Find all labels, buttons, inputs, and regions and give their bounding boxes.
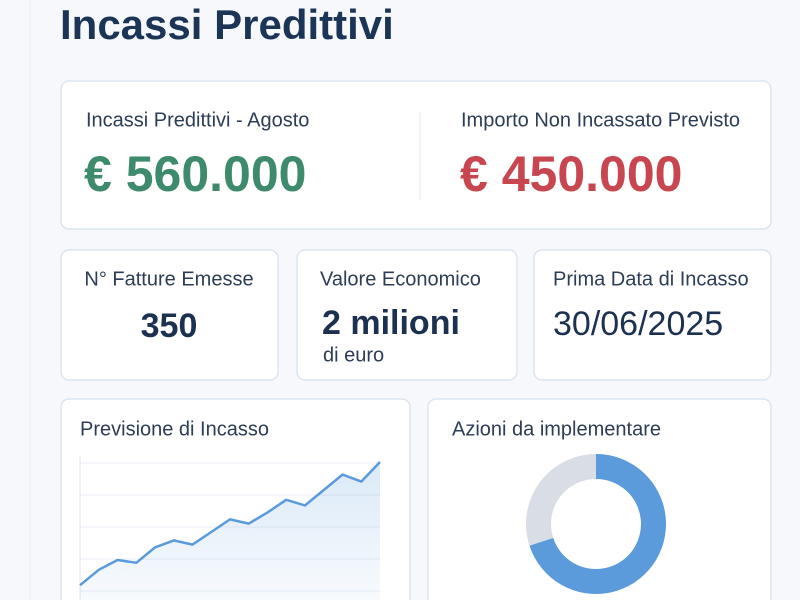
kpi-card xyxy=(60,249,279,381)
kpi-label: Prima Data di Incasso xyxy=(553,268,749,290)
summary-label: Importo Non Incassato Previsto xyxy=(461,109,740,131)
kpi-card xyxy=(533,249,772,381)
kpi-value: 2 milioni xyxy=(322,304,460,342)
kpi-label: Valore Economico xyxy=(320,268,481,290)
donut-slice xyxy=(529,454,667,594)
chart-panel xyxy=(427,398,772,600)
kpi-value: 350 xyxy=(141,307,198,345)
summary-value: € 450.000 xyxy=(460,146,682,202)
kpi-card xyxy=(296,249,518,381)
chart-title: Previsione di Incasso xyxy=(80,418,269,440)
summary-value: € 560.000 xyxy=(84,146,306,202)
kpi-label: N° Fatture Emesse xyxy=(84,268,253,290)
summary-label: Incassi Predittivi - Agosto xyxy=(86,109,309,131)
chart-title: Azioni da implementare xyxy=(452,418,661,440)
summary-card xyxy=(60,80,772,230)
line xyxy=(79,461,381,587)
donut-slice xyxy=(526,454,596,546)
page-title: Incassi Predittivi xyxy=(60,1,394,48)
area xyxy=(80,462,380,600)
kpi-note: di euro xyxy=(323,344,384,366)
kpi-value: 30/06/2025 xyxy=(553,305,723,343)
